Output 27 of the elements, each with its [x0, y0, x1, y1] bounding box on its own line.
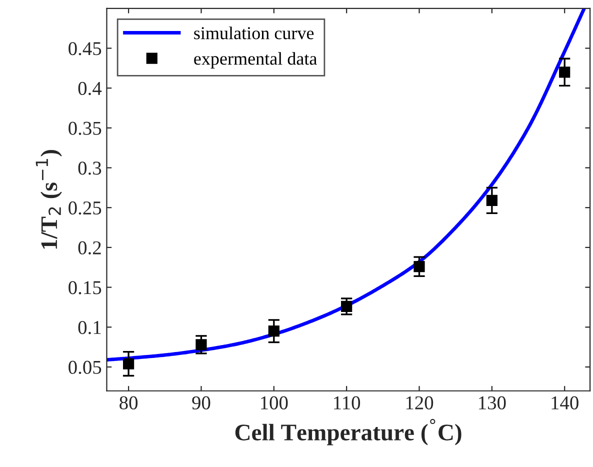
point	[414, 261, 425, 272]
point	[122, 358, 134, 370]
point	[486, 194, 498, 206]
x-tick-label: 100	[261, 396, 288, 410]
point	[196, 339, 207, 350]
y-tick-label: 0.4	[78, 82, 102, 96]
y-tick-label: 0.2	[78, 241, 101, 254]
y-tick-label: 0.25	[68, 201, 102, 215]
x-tick-label: 130	[479, 396, 506, 410]
x-tick-label: 110	[334, 396, 360, 410]
y-tick-label: 0.35	[68, 122, 102, 135]
legend-label: expermental data	[194, 52, 317, 68]
x-tick-label: 140	[552, 396, 578, 410]
x-tick-label: 120	[406, 396, 434, 410]
legend-label: simulation curve	[194, 26, 314, 40]
x-tick-label: 90	[192, 396, 210, 410]
x-axis-title: Cell Temperature ($^{°}$C)	[235, 418, 462, 446]
point	[268, 326, 280, 337]
y-axis-title: 1/T$_{2}$ (s$^{−1}$)	[36, 150, 62, 249]
point	[559, 66, 570, 78]
y-tick-label: 0.15	[68, 281, 102, 294]
y-tick-label: 0.1	[78, 320, 101, 334]
y-tick-label: 0.05	[68, 360, 102, 374]
y-tick-label: 0.3	[78, 162, 102, 175]
point	[341, 300, 352, 312]
x-tick-label: 80	[120, 396, 138, 410]
y-tick-label: 0.45	[68, 42, 102, 56]
